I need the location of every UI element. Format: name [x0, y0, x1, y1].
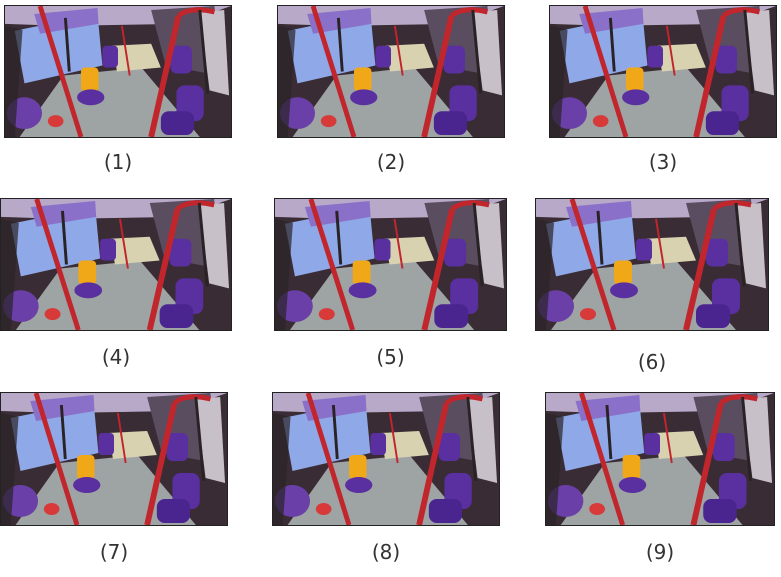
frame-caption: (6): [637, 350, 667, 374]
bus-interior-photo: [4, 5, 232, 138]
frame-caption: (4): [101, 345, 131, 369]
frame-caption: (1): [103, 150, 133, 174]
frame-caption: (5): [376, 345, 405, 369]
image-frame-5: (5): [274, 198, 507, 369]
bus-interior-photo: [274, 198, 507, 331]
image-frame-7: (7): [0, 392, 228, 564]
frame-caption: (2): [376, 150, 406, 174]
bus-interior-photo: [0, 392, 228, 526]
image-frame-1: (1): [4, 5, 232, 174]
frame-caption: (8): [371, 540, 401, 564]
image-frame-9: (9): [545, 392, 775, 564]
image-frame-2: (2): [277, 5, 505, 174]
frame-caption: (3): [648, 150, 678, 174]
bus-interior-photo: [545, 392, 775, 526]
bus-interior-photo: [272, 392, 500, 526]
bus-interior-photo: [549, 5, 777, 138]
image-frame-6: (6): [535, 198, 769, 374]
image-frame-4: (4): [0, 198, 232, 369]
image-frame-3: (3): [549, 5, 777, 174]
frame-caption: (9): [645, 540, 675, 564]
bus-interior-photo: [535, 198, 769, 331]
bus-interior-photo: [277, 5, 505, 138]
bus-interior-photo: [0, 198, 232, 331]
frame-caption: (7): [99, 540, 129, 564]
image-frame-8: (8): [272, 392, 500, 564]
